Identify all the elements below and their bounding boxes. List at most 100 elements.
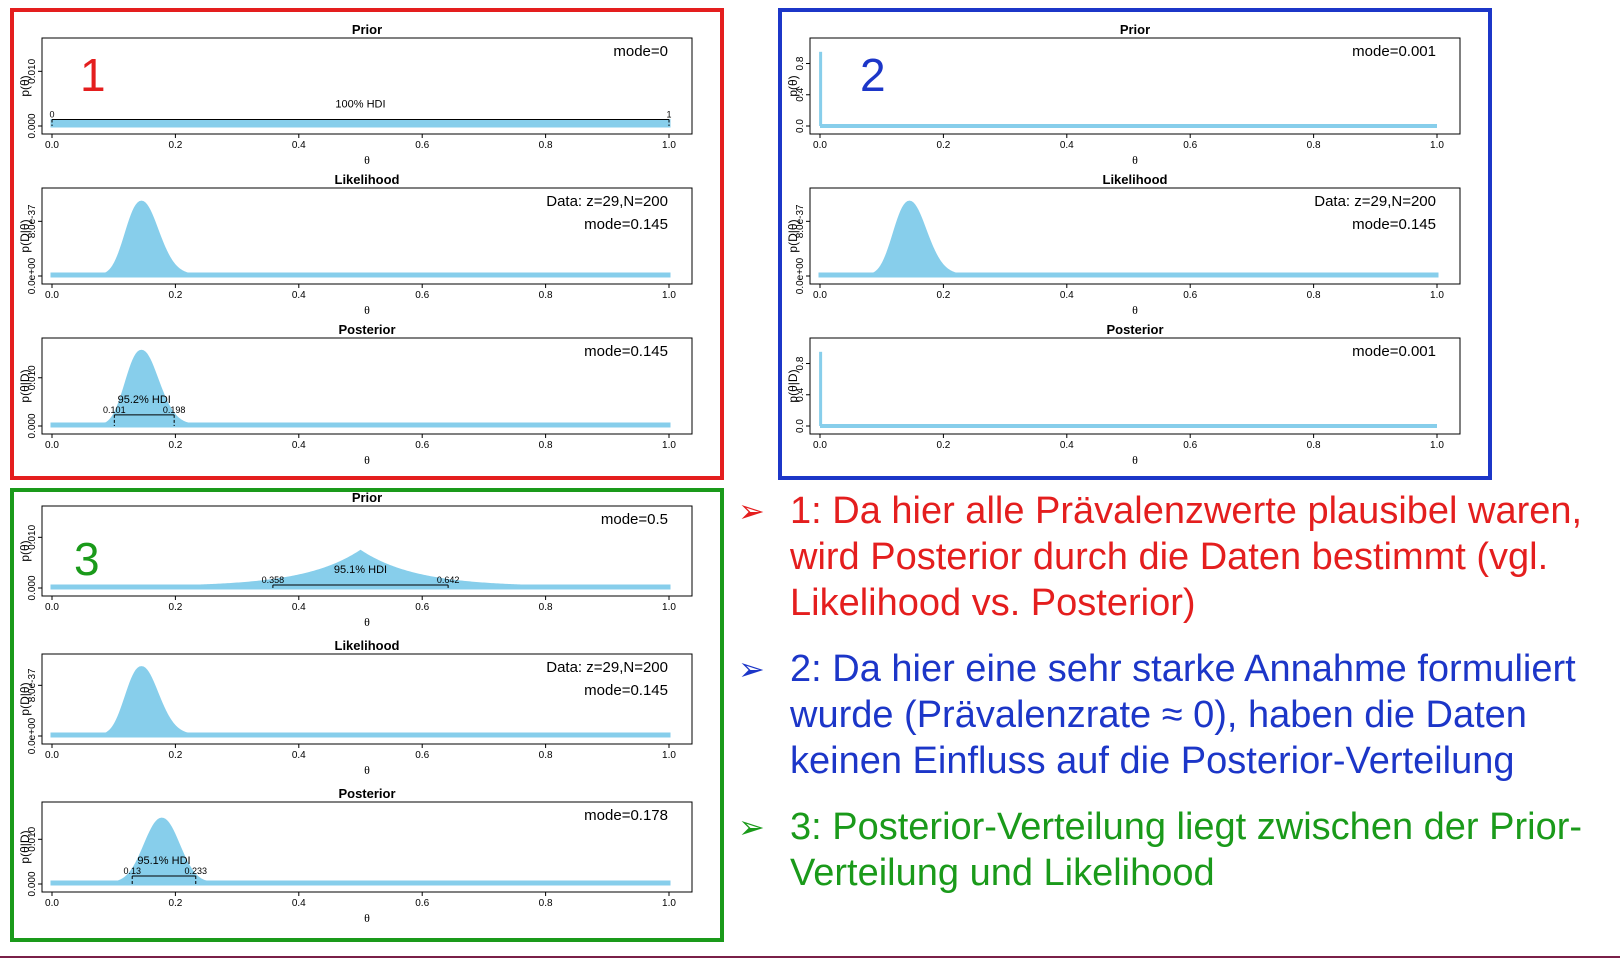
hdi-low-label: 0.101 [103,405,126,415]
y-tick-label: 0.010 [27,524,38,549]
hdi-low-label: 0.358 [262,575,285,585]
x-axis-label: θ [364,303,370,317]
density-area [50,119,671,128]
plot-frame [41,37,693,135]
y-tick-label: 8.0e-37 [795,204,806,238]
panel-title: Prior [352,492,382,505]
x-tick-label: 0.2 [168,140,182,151]
y-axis-label: p(θ|D) [786,369,800,402]
y-tick-label: 0.000 [27,413,38,438]
x-axis-label: θ [364,153,370,167]
density-baseline [820,424,1437,428]
hdi-high-label: 0.233 [184,866,207,876]
annotation-text: Data: z=29,N=200 [546,193,668,210]
x-tick-label: 0.6 [415,602,429,613]
x-tick-label: 0.2 [168,602,182,613]
bullet-3-text: 3: Posterior-Verteilung liegt zwischen d… [790,806,1583,894]
arrow-bullet-icon: ➢ [738,493,765,529]
x-tick-label: 0.8 [539,750,553,761]
x-tick-label: 0.0 [813,140,827,151]
group-number-3: 3 [74,533,100,585]
hdi-high-label: 1 [666,109,671,119]
x-tick-label: 0.6 [415,290,429,301]
y-tick-label: 8.0e-37 [27,204,38,238]
group-number-2: 2 [860,49,886,101]
density-area [50,817,671,886]
y-tick-label: 0.4 [795,387,806,401]
y-tick-label: 0.000 [27,113,38,138]
bullet-1: ➢ 1: Da hier alle Prävalenzwerte plausib… [738,488,1614,626]
density-spike [819,51,823,126]
plot-frame [41,187,693,285]
x-tick-label: 0.8 [539,440,553,451]
y-axis-label: p(θ|D) [18,830,32,863]
x-axis-label: θ [364,911,370,925]
panel-3-posterior: Posterior 0.0 0.2 0.4 0.6 0.8 1.0 θ 0.000 0.010p(… [18,786,693,925]
annotation-text: Data: z=29,N=200 [1314,193,1436,210]
x-tick-label: 0.2 [936,440,950,451]
x-tick-label: 0.4 [292,750,306,761]
y-tick-label: 8.0e-37 [27,668,38,702]
x-tick-label: 1.0 [662,440,676,451]
x-tick-label: 0.2 [936,140,950,151]
x-tick-label: 0.0 [45,440,59,451]
bullet-2-text: 2: Da hier eine sehr starke Annahme form… [790,648,1576,782]
panel-2-prior: Prior 0.0 0.2 0.4 0.6 0.8 1.0 θ 0.0 0.4 0.8 p(θ) mod… [786,22,1461,167]
x-tick-label: 0.0 [813,290,827,301]
x-tick-label: 0.0 [45,602,59,613]
plot-frame [809,337,1461,435]
annotation-text: mode=0.145 [584,682,668,699]
y-axis-label: p(D|θ) [786,219,800,252]
panel-1-posterior: Posterior 0.0 0.2 0.4 0.6 0.8 1.0 θ 0.000 0.010p(… [18,322,693,467]
x-tick-label: 1.0 [1430,290,1444,301]
plot-group-2: Prior 0.0 0.2 0.4 0.6 0.8 1.0 θ 0.0 0.4 0.8 p(θ) mod… [778,8,1492,480]
annotation-text: mode=0.001 [1352,43,1436,60]
annotation-text: mode=0.145 [584,216,668,233]
x-tick-label: 0.4 [1060,290,1074,301]
x-tick-label: 0.0 [45,140,59,151]
bullet-2: ➢ 2: Da hier eine sehr starke Annahme fo… [738,646,1614,784]
x-axis-label: θ [364,615,370,629]
panel-title: Likelihood [1103,172,1168,187]
x-tick-label: 1.0 [662,140,676,151]
hdi-low-label: 0.13 [123,866,141,876]
plot-frame [41,653,693,745]
density-area [50,200,671,278]
x-tick-label: 0.6 [415,140,429,151]
x-tick-label: 0.8 [539,290,553,301]
group-number-1: 1 [80,49,106,101]
y-tick-label: 0.4 [795,87,806,101]
y-axis-label: p(θ) [786,75,800,96]
panel-title: Posterior [338,786,395,801]
x-tick-label: 0.8 [539,140,553,151]
x-axis-label: θ [364,763,370,777]
x-tick-label: 1.0 [662,898,676,909]
annotation-text: mode=0.5 [601,511,668,528]
x-tick-label: 0.4 [292,140,306,151]
panel-title: Prior [352,22,382,37]
explanation-list: ➢ 1: Da hier alle Prävalenzwerte plausib… [738,488,1614,896]
y-tick-label: 0.8 [795,356,806,370]
x-tick-label: 0.2 [168,440,182,451]
x-tick-label: 0.6 [415,750,429,761]
panel-title: Prior [1120,22,1150,37]
panel-title: Likelihood [335,638,400,653]
x-tick-label: 0.2 [936,290,950,301]
panel-title: Posterior [338,322,395,337]
hdi-low-label: 0 [49,109,54,119]
x-tick-label: 0.0 [45,898,59,909]
plot-frame [41,505,693,597]
plot-group-3: Prior 0.0 0.2 0.4 0.6 0.8 1.0 θ 0.000 0.010 p(θ) mo… [10,488,724,942]
x-tick-label: 0.6 [415,440,429,451]
panel-title: Likelihood [335,172,400,187]
annotation-text: mode=0.145 [584,343,668,360]
y-axis-label: p(θ) [18,540,32,561]
y-axis-label: p(D|θ) [18,219,32,252]
plot-group-1: Prior 0.0 0.2 0.4 0.6 0.8 1.0 θ 0.000 0.010 p(θ) mo… [10,8,724,480]
x-tick-label: 1.0 [662,290,676,301]
bullet-1-text: 1: Da hier alle Prävalenzwerte plausibel… [790,490,1583,624]
